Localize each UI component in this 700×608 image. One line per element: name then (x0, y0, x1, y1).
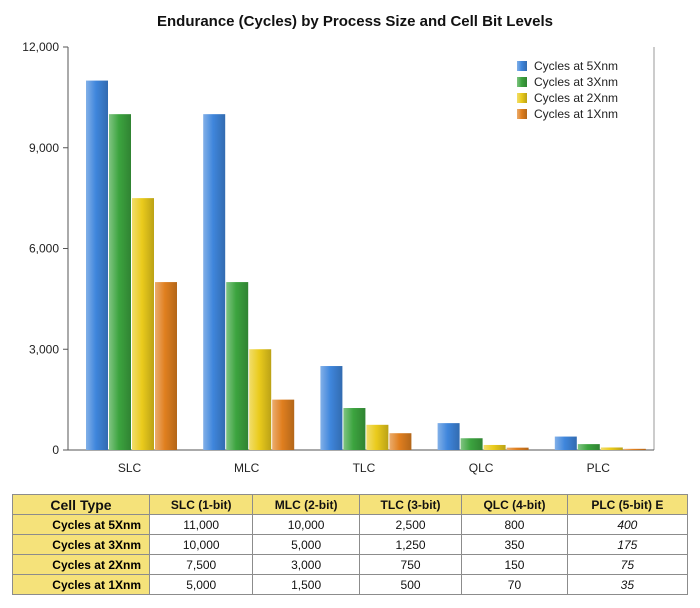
table-row: Cycles at 1Xnm 5,000 1,500 500 70 35 (12, 574, 689, 595)
table-row: Cycles at 2Xnm 7,500 3,000 750 150 75 (12, 554, 689, 575)
table-cell: 750 (358, 554, 463, 575)
row-label: Cycles at 3Xnm (12, 534, 150, 555)
bar-slc-1 (86, 80, 108, 450)
bar-qlc-2 (460, 438, 483, 450)
bar-tlc-2 (343, 408, 366, 450)
table-cell: 7,500 (148, 554, 254, 575)
x-axis: SLC MLC TLC QLC PLC (68, 449, 654, 475)
x-tick-label: PLC (587, 461, 611, 475)
table-cell: 11,000 (148, 514, 254, 535)
table-header-row: Cell Type SLC (1-bit) MLC (2-bit) TLC (3… (12, 494, 689, 515)
bar-slc-4 (155, 282, 177, 450)
table-cell: 500 (358, 574, 463, 595)
legend-swatch (517, 93, 527, 103)
x-tick-label: SLC (118, 461, 142, 475)
table-cell: 1,250 (358, 534, 463, 555)
table-cell: 800 (461, 514, 568, 535)
row-label: Cycles at 5Xnm (12, 514, 150, 535)
table-cell: 2,500 (358, 514, 463, 535)
legend-label: Cycles at 3Xnm (534, 75, 618, 89)
bar-slc-2 (109, 114, 131, 451)
legend-swatch (517, 77, 527, 87)
bar-slc-3 (132, 198, 154, 450)
legend-swatch (517, 61, 527, 71)
y-tick-label: 3,000 (29, 342, 59, 356)
bars-group (86, 80, 646, 451)
y-tick-label: 12,000 (22, 40, 59, 54)
bar-plc-1 (554, 436, 577, 450)
y-tick-label: 6,000 (29, 242, 59, 256)
table-cell: 400 (566, 514, 689, 535)
legend-swatch (517, 109, 527, 119)
table-cell: 10,000 (148, 534, 254, 555)
table-header-cell: QLC (4-bit) (461, 494, 568, 515)
table-header-cell: TLC (3-bit) (358, 494, 463, 515)
bar-qlc-3 (483, 444, 506, 450)
y-tick-label: 9,000 (29, 141, 59, 155)
row-label: Cycles at 2Xnm (12, 554, 150, 575)
table-row: Cycles at 5Xnm 11,000 10,000 2,500 800 4… (12, 514, 689, 535)
table-row: Cycles at 3Xnm 10,000 5,000 1,250 350 17… (12, 534, 689, 555)
y-tick-label: 0 (52, 443, 59, 457)
bar-qlc-4 (506, 447, 529, 450)
chart-title: Endurance (Cycles) by Process Size and C… (157, 13, 553, 30)
table-cell: 70 (461, 574, 568, 595)
table-cell: 35 (566, 574, 689, 595)
bar-mlc-4 (272, 399, 295, 450)
table-header-cell: SLC (1-bit) (148, 494, 254, 515)
table-cell: 1,500 (252, 574, 360, 595)
x-tick-label: QLC (469, 461, 494, 475)
bar-plc-2 (577, 444, 600, 450)
table-cell: 350 (461, 534, 568, 555)
bar-mlc-3 (249, 349, 272, 450)
table-header-cell: Cell Type (12, 494, 150, 515)
legend-label: Cycles at 5Xnm (534, 59, 618, 73)
table-cell: 5,000 (252, 534, 360, 555)
table-cell: 5,000 (148, 574, 254, 595)
table-cell: 175 (566, 534, 689, 555)
table-header-cell: PLC (5-bit) E (566, 494, 689, 515)
bar-tlc-1 (320, 366, 343, 450)
bar-tlc-3 (366, 424, 389, 450)
bar-mlc-1 (203, 114, 226, 451)
row-label: Cycles at 1Xnm (12, 574, 150, 595)
bar-chart: Endurance (Cycles) by Process Size and C… (22, 13, 655, 475)
legend-label: Cycles at 1Xnm (534, 107, 618, 121)
bar-tlc-4 (389, 433, 412, 450)
bar-mlc-2 (226, 282, 249, 450)
bar-plc-3 (600, 447, 623, 450)
bar-plc-4 (623, 448, 646, 450)
legend: Cycles at 5Xnm Cycles at 3Xnm Cycles at 2X… (517, 59, 618, 121)
table-cell: 150 (461, 554, 568, 575)
legend-label: Cycles at 2Xnm (534, 91, 618, 105)
data-table: Cell Type SLC (1-bit) MLC (2-bit) TLC (3… (12, 494, 689, 595)
table-cell: 3,000 (252, 554, 360, 575)
bar-qlc-1 (437, 423, 460, 450)
x-tick-label: TLC (353, 461, 376, 475)
x-tick-label: MLC (234, 461, 260, 475)
table-cell: 10,000 (252, 514, 360, 535)
y-axis: 0 3,000 6,000 9,000 12,000 (22, 40, 655, 457)
table-cell: 75 (566, 554, 689, 575)
table-header-cell: MLC (2-bit) (252, 494, 360, 515)
chart-area: Endurance (Cycles) by Process Size and C… (22, 13, 655, 475)
